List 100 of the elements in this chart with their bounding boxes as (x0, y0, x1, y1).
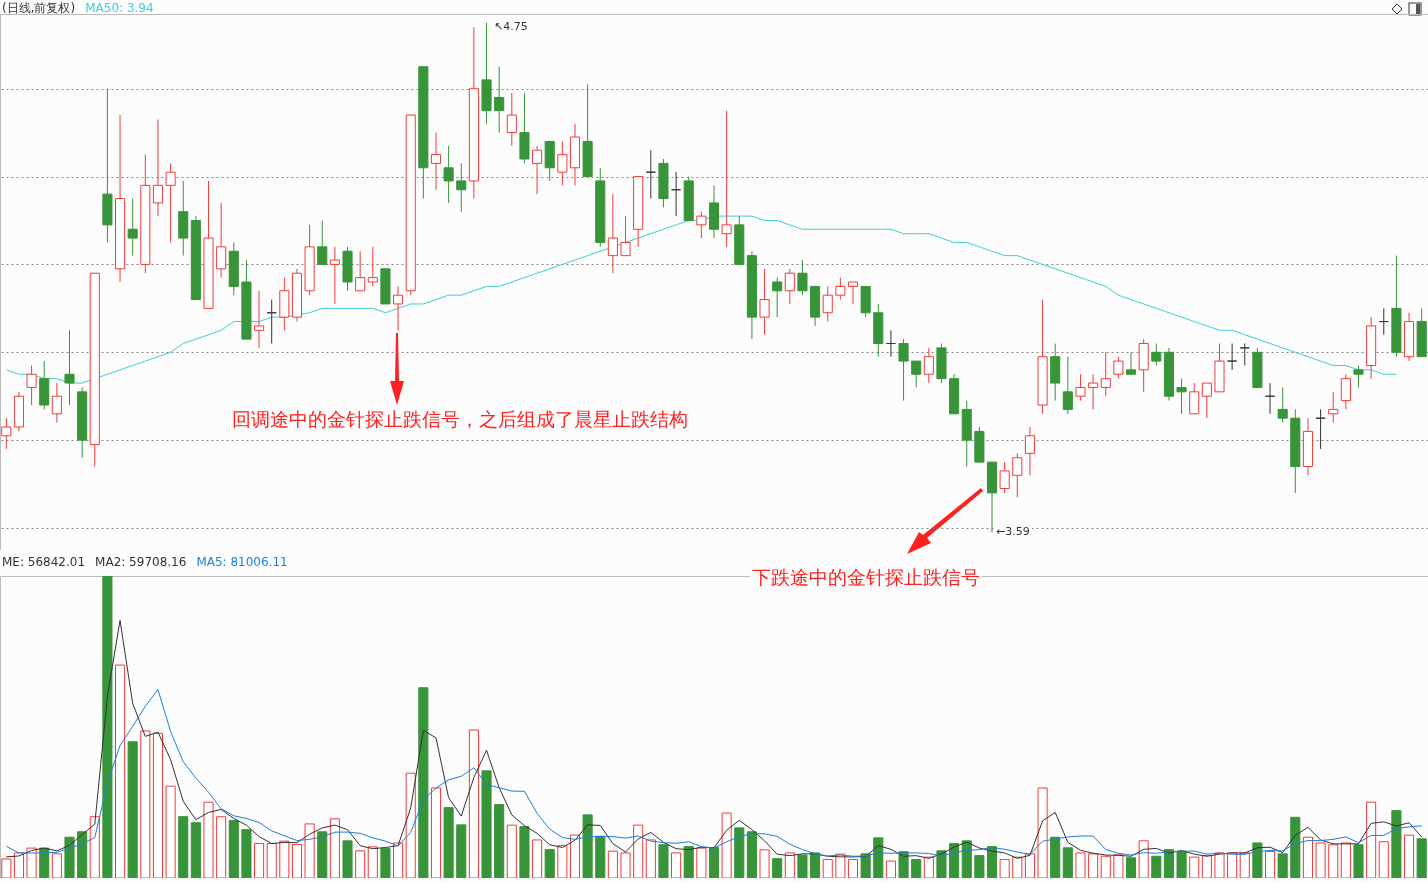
candlestick (152, 118, 164, 217)
bar (380, 847, 391, 878)
candlestick (1075, 373, 1086, 402)
bar (1290, 816, 1301, 878)
bar (696, 847, 707, 878)
bar (165, 785, 176, 878)
candlestick (923, 347, 934, 384)
candlestick (266, 299, 277, 345)
bar (1088, 853, 1099, 878)
bar (582, 814, 593, 878)
bar (1163, 849, 1174, 878)
bar (304, 823, 315, 878)
bar (1366, 801, 1377, 878)
candlestick (1239, 343, 1250, 366)
candlestick (607, 193, 618, 274)
bar (784, 852, 795, 878)
bar (974, 855, 985, 878)
bar (1403, 834, 1415, 878)
candlestick (393, 285, 404, 331)
bar (1302, 836, 1313, 878)
candlestick (822, 285, 833, 323)
candlestick (1062, 356, 1073, 415)
candlestick (51, 382, 62, 424)
candlestick (1378, 307, 1389, 336)
candlestick (443, 145, 454, 204)
bar (13, 852, 25, 878)
candlestick (532, 145, 543, 195)
candlestick (1277, 386, 1288, 424)
bar (759, 849, 770, 878)
candlestick (1353, 364, 1364, 388)
bar (216, 816, 227, 878)
annotation: 回调途中的金针探止跌信号，之后组成了晨星止跌结构 (230, 407, 690, 433)
bar (51, 853, 62, 878)
bar (961, 840, 972, 878)
bar (683, 846, 694, 878)
bar (77, 831, 88, 878)
candlestick (64, 329, 75, 406)
candlestick (1315, 408, 1326, 450)
bar (418, 687, 429, 878)
bar (494, 804, 505, 878)
candlestick (1012, 452, 1023, 498)
bar (102, 576, 113, 878)
candlestick (835, 277, 846, 301)
annotation: 下跌途中的金针探止跌信号 (750, 565, 982, 591)
bar (127, 741, 138, 878)
candlestick (494, 66, 505, 134)
bar (671, 852, 682, 878)
candlestick (26, 364, 37, 406)
bar (860, 853, 871, 878)
candlestick (784, 268, 795, 305)
bar (203, 801, 214, 878)
bar (885, 860, 896, 878)
bar (1037, 787, 1048, 878)
bar (532, 839, 543, 878)
bar (734, 827, 745, 878)
bar (847, 859, 859, 878)
bar (1075, 852, 1086, 878)
candlestick (216, 202, 227, 279)
bar (1113, 854, 1124, 878)
candlestick (127, 198, 138, 257)
bar (1, 858, 12, 878)
candlestick (1227, 343, 1238, 371)
bar (645, 839, 656, 878)
bar (279, 840, 290, 878)
bar (658, 844, 669, 878)
candlestick (911, 360, 922, 388)
bar (456, 824, 467, 878)
bar (607, 850, 618, 878)
bar (393, 842, 404, 878)
bar (797, 854, 808, 878)
bar (557, 845, 568, 878)
bar (519, 826, 530, 878)
bar (241, 829, 252, 878)
candlestick (645, 149, 656, 200)
bar (873, 837, 884, 878)
bar (140, 730, 151, 878)
bar (178, 816, 189, 878)
bar (329, 818, 340, 878)
bar (772, 858, 783, 878)
candlestick (1151, 343, 1162, 366)
bar (405, 772, 416, 878)
bar (1062, 847, 1073, 878)
annotation: ←3.59 (994, 525, 1032, 538)
bar (544, 849, 555, 878)
candlestick (1125, 351, 1137, 375)
bar (1012, 856, 1023, 878)
bar (949, 843, 960, 878)
bar (1391, 810, 1402, 878)
candlestick (254, 290, 265, 349)
bar (317, 831, 328, 878)
text: MA50: 3.94 (85, 1, 154, 15)
bar (911, 859, 922, 878)
bar (746, 831, 757, 878)
bar (254, 843, 265, 878)
bar (1100, 855, 1111, 878)
bar (1050, 836, 1061, 878)
candlestick (898, 338, 909, 402)
bar (923, 856, 934, 878)
chart-title: ME: 56842.01 (2, 555, 86, 569)
candlestick (1100, 351, 1111, 397)
